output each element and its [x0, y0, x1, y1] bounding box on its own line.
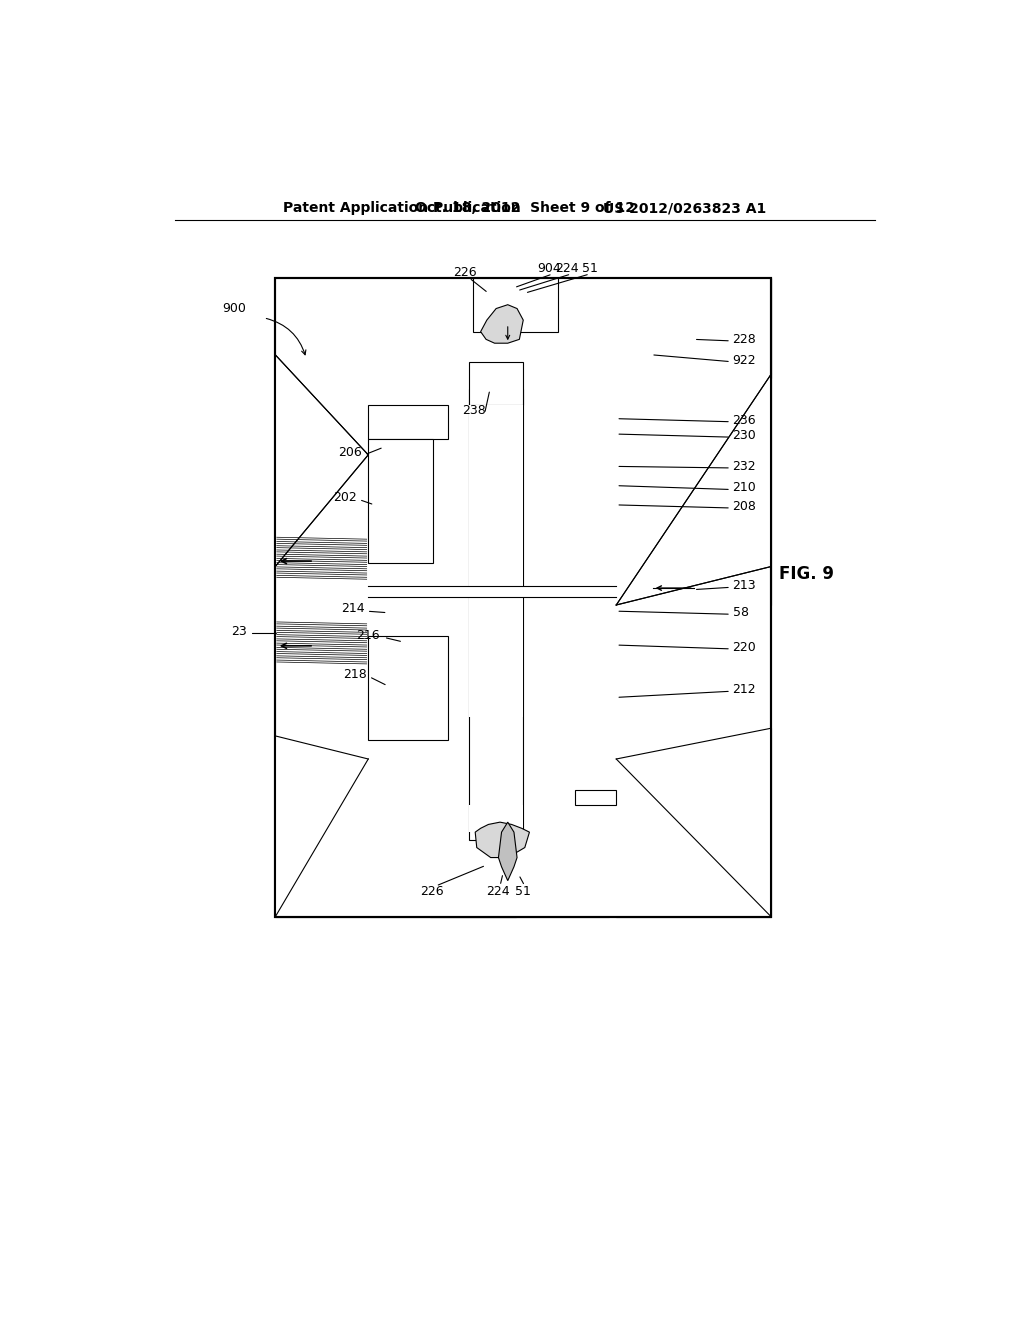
- Bar: [430, 277, 547, 355]
- Bar: [369, 616, 384, 632]
- Polygon shape: [275, 355, 430, 455]
- Text: 216: 216: [356, 630, 380, 643]
- Text: 224: 224: [556, 261, 580, 275]
- Bar: [469, 389, 523, 840]
- Polygon shape: [275, 355, 369, 566]
- Bar: [469, 405, 523, 717]
- Bar: [449, 405, 469, 832]
- Text: FIG. 9: FIG. 9: [779, 565, 834, 583]
- Text: Patent Application Publication: Patent Application Publication: [283, 202, 521, 215]
- Text: US 2012/0263823 A1: US 2012/0263823 A1: [603, 202, 767, 215]
- Bar: [449, 363, 490, 405]
- Polygon shape: [475, 822, 529, 858]
- Polygon shape: [275, 355, 369, 566]
- Polygon shape: [616, 374, 771, 605]
- Text: 51: 51: [582, 261, 598, 275]
- Bar: [523, 805, 575, 832]
- Text: 51: 51: [515, 884, 531, 898]
- Bar: [369, 552, 384, 566]
- Bar: [575, 789, 616, 805]
- Bar: [616, 574, 652, 605]
- Bar: [616, 729, 771, 917]
- Polygon shape: [499, 822, 517, 880]
- Polygon shape: [275, 277, 430, 355]
- Text: 202: 202: [333, 491, 356, 504]
- Text: 206: 206: [338, 446, 362, 459]
- Text: 213: 213: [732, 579, 756, 593]
- Bar: [586, 775, 606, 789]
- Bar: [384, 601, 449, 636]
- Text: 208: 208: [732, 500, 757, 513]
- Bar: [562, 277, 616, 355]
- Bar: [369, 405, 449, 440]
- Bar: [275, 277, 430, 355]
- Text: 904: 904: [537, 261, 561, 275]
- Bar: [384, 440, 449, 486]
- Polygon shape: [616, 729, 771, 917]
- Text: 230: 230: [732, 429, 757, 442]
- Polygon shape: [480, 305, 523, 343]
- Bar: [369, 759, 515, 917]
- Text: 212: 212: [732, 684, 756, 696]
- Text: 220: 220: [732, 640, 757, 653]
- Bar: [369, 632, 384, 647]
- Bar: [369, 405, 449, 440]
- Bar: [449, 405, 523, 717]
- Bar: [275, 620, 369, 671]
- Bar: [275, 277, 771, 917]
- Bar: [430, 277, 562, 301]
- Bar: [399, 636, 449, 663]
- Text: 214: 214: [341, 602, 365, 615]
- Text: 226: 226: [420, 884, 443, 898]
- Bar: [430, 277, 473, 363]
- Text: 218: 218: [343, 668, 367, 681]
- Polygon shape: [616, 374, 771, 605]
- Bar: [369, 636, 449, 739]
- Bar: [558, 277, 616, 335]
- Text: 236: 236: [732, 413, 756, 426]
- Bar: [616, 277, 651, 327]
- Text: 226: 226: [454, 265, 477, 279]
- Text: 58: 58: [732, 606, 749, 619]
- Bar: [575, 713, 616, 755]
- Bar: [575, 363, 616, 843]
- Bar: [369, 586, 616, 598]
- Bar: [275, 737, 369, 917]
- Text: 228: 228: [732, 333, 757, 346]
- Bar: [369, 601, 384, 636]
- Bar: [469, 805, 523, 832]
- Text: 238: 238: [463, 404, 486, 417]
- Text: 232: 232: [732, 459, 756, 473]
- Bar: [369, 536, 384, 552]
- Bar: [616, 327, 651, 363]
- Bar: [651, 277, 693, 405]
- Bar: [449, 805, 479, 832]
- Text: 922: 922: [732, 354, 756, 367]
- Text: 224: 224: [485, 884, 510, 898]
- Bar: [473, 277, 558, 331]
- Text: 23: 23: [231, 626, 248, 639]
- Bar: [275, 277, 771, 917]
- Bar: [523, 405, 544, 832]
- Text: 210: 210: [732, 482, 757, 495]
- Text: 900: 900: [222, 302, 246, 315]
- Bar: [616, 277, 771, 378]
- Bar: [523, 363, 575, 405]
- Bar: [469, 363, 523, 405]
- Bar: [430, 832, 608, 917]
- Bar: [384, 663, 449, 739]
- Bar: [369, 440, 432, 562]
- Text: Oct. 18, 2012  Sheet 9 of 12: Oct. 18, 2012 Sheet 9 of 12: [415, 202, 635, 215]
- Polygon shape: [616, 374, 771, 605]
- Polygon shape: [616, 277, 771, 374]
- Bar: [369, 486, 449, 562]
- Bar: [575, 755, 616, 805]
- Polygon shape: [275, 737, 369, 917]
- Bar: [275, 536, 369, 586]
